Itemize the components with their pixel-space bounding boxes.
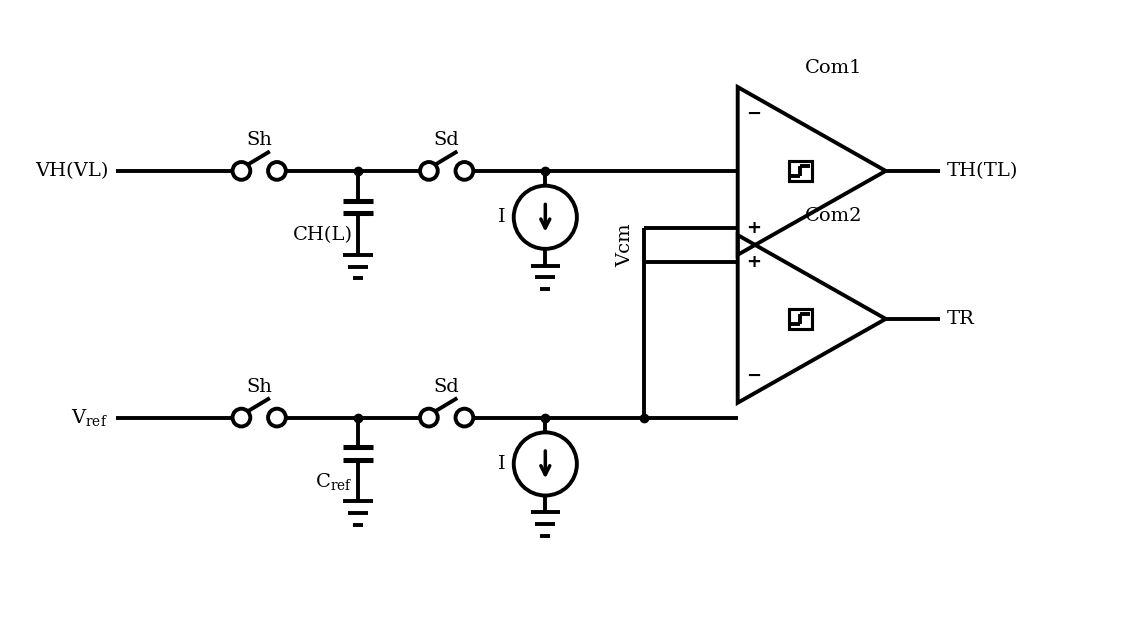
Text: +: + (746, 219, 761, 237)
Text: TR: TR (947, 310, 975, 328)
Text: $\mathregular{V_{ref}}$: $\mathregular{V_{ref}}$ (72, 407, 108, 428)
Circle shape (268, 162, 286, 180)
Text: Sh: Sh (247, 131, 273, 149)
Text: Sd: Sd (434, 131, 460, 149)
Circle shape (233, 162, 250, 180)
Circle shape (420, 409, 437, 426)
Text: $\mathregular{C_{ref}}$: $\mathregular{C_{ref}}$ (316, 471, 353, 492)
Text: TH(TL): TH(TL) (947, 162, 1018, 180)
Circle shape (513, 186, 577, 249)
Text: +: + (746, 253, 761, 271)
Circle shape (233, 409, 250, 426)
Bar (788, 309, 812, 329)
Bar (788, 161, 812, 181)
Text: Vcm: Vcm (616, 223, 634, 266)
Text: I: I (499, 208, 506, 227)
Text: −: − (746, 367, 761, 385)
Circle shape (513, 432, 577, 495)
Circle shape (268, 409, 286, 426)
Text: Sd: Sd (434, 378, 460, 396)
Text: Sh: Sh (247, 378, 273, 396)
Text: I: I (499, 455, 506, 473)
Text: −: − (746, 105, 761, 123)
Text: Com1: Com1 (805, 59, 862, 77)
Text: VH(VL): VH(VL) (35, 162, 108, 180)
Text: CH(L): CH(L) (293, 226, 353, 244)
Circle shape (420, 162, 437, 180)
Circle shape (456, 409, 474, 426)
Text: Com2: Com2 (805, 207, 862, 225)
Circle shape (456, 162, 474, 180)
